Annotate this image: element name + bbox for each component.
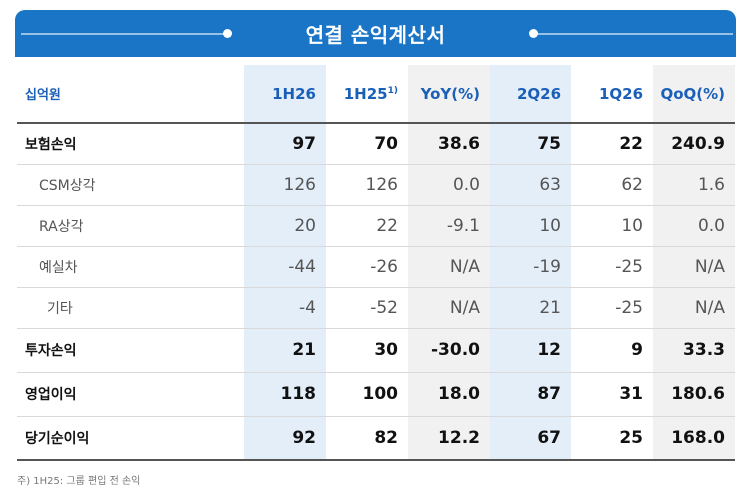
column-header: 1H26: [244, 65, 326, 124]
table-cell: -52: [326, 287, 408, 329]
table-cell: 70: [326, 123, 408, 165]
table-row: 당기순이익 92 82 12.2 67 25 168.0: [17, 416, 735, 461]
table-cell: 38.6: [408, 123, 490, 165]
table-cell: 240.9: [653, 123, 735, 165]
table-cell: 126: [326, 164, 408, 206]
table-cell: 9: [571, 328, 653, 373]
table-cell: N/A: [408, 287, 490, 329]
table-cell: 63: [490, 164, 571, 206]
table-cell: 87: [490, 372, 571, 417]
income-statement-table-container: 십억원 1H26 1H251) YoY(%) 2Q26 1Q26 QoQ(%) …: [17, 65, 735, 461]
table-row: 기타 -4 -52 N/A 21 -25 N/A: [17, 287, 735, 329]
table-cell: 10: [490, 205, 571, 247]
table-cell: 22: [571, 123, 653, 165]
table-cell: 0.0: [408, 164, 490, 206]
table-cell: 62: [571, 164, 653, 206]
row-label: 당기순이익: [17, 416, 244, 461]
table-cell: 10: [571, 205, 653, 247]
table-cell: 180.6: [653, 372, 735, 417]
table-cell: 100: [326, 372, 408, 417]
footnote: 주) 1H25: 그룹 편입 전 손익: [17, 476, 141, 487]
table-cell: -25: [571, 246, 653, 288]
table-row: 보험손익 97 70 38.6 75 22 240.9: [17, 123, 735, 165]
table-cell: 21: [490, 287, 571, 329]
row-label: 투자손익: [17, 328, 244, 373]
income-statement-table: 십억원 1H26 1H251) YoY(%) 2Q26 1Q26 QoQ(%) …: [17, 65, 735, 461]
decorative-line-right: [537, 33, 733, 35]
table-cell: -9.1: [408, 205, 490, 247]
table-cell: 126: [244, 164, 326, 206]
table-cell: -30.0: [408, 328, 490, 373]
table-cell: -4: [244, 287, 326, 329]
table-cell: 12.2: [408, 416, 490, 461]
table-cell: 12: [490, 328, 571, 373]
decorative-line-left: [21, 33, 227, 35]
column-header: QoQ(%): [653, 65, 735, 124]
decorative-dot-left: [223, 29, 232, 38]
table-row: CSM상각 126 126 0.0 63 62 1.6: [17, 164, 735, 206]
table-cell: -44: [244, 246, 326, 288]
table-header-row: 십억원 1H26 1H251) YoY(%) 2Q26 1Q26 QoQ(%): [17, 65, 735, 124]
table-cell: 92: [244, 416, 326, 461]
table-cell: 22: [326, 205, 408, 247]
table-cell: 1.6: [653, 164, 735, 206]
table-cell: 97: [244, 123, 326, 165]
row-label: CSM상각: [17, 164, 244, 206]
column-header: 2Q26: [490, 65, 571, 124]
table-cell: 30: [326, 328, 408, 373]
table-cell: -26: [326, 246, 408, 288]
row-label: 보험손익: [17, 123, 244, 165]
column-header: YoY(%): [408, 65, 490, 124]
table-cell: 118: [244, 372, 326, 417]
table-cell: N/A: [653, 287, 735, 329]
table-cell: 25: [571, 416, 653, 461]
table-row: 예실차 -44 -26 N/A -19 -25 N/A: [17, 246, 735, 288]
column-header: 1Q26: [571, 65, 653, 124]
table-cell: 21: [244, 328, 326, 373]
table-cell: 20: [244, 205, 326, 247]
table-cell: 168.0: [653, 416, 735, 461]
row-label: 기타: [17, 287, 244, 329]
table-cell: 75: [490, 123, 571, 165]
table-cell: -25: [571, 287, 653, 329]
table-cell: 33.3: [653, 328, 735, 373]
table-row: 영업이익 118 100 18.0 87 31 180.6: [17, 372, 735, 417]
title-banner: 연결 손익계산서: [15, 10, 736, 57]
table-cell: 82: [326, 416, 408, 461]
row-label: 예실차: [17, 246, 244, 288]
unit-label: 십억원: [17, 65, 244, 124]
table-cell: 18.0: [408, 372, 490, 417]
table-row: RA상각 20 22 -9.1 10 10 0.0: [17, 205, 735, 247]
row-label: 영업이익: [17, 372, 244, 417]
decorative-dot-right: [529, 29, 538, 38]
table-cell: N/A: [653, 246, 735, 288]
table-cell: 31: [571, 372, 653, 417]
table-cell: N/A: [408, 246, 490, 288]
page-title: 연결 손익계산서: [305, 23, 446, 47]
table-cell: 67: [490, 416, 571, 461]
table-cell: 0.0: [653, 205, 735, 247]
table-row: 투자손익 21 30 -30.0 12 9 33.3: [17, 328, 735, 373]
row-label: RA상각: [17, 205, 244, 247]
table-cell: -19: [490, 246, 571, 288]
column-header: 1H251): [326, 65, 408, 124]
